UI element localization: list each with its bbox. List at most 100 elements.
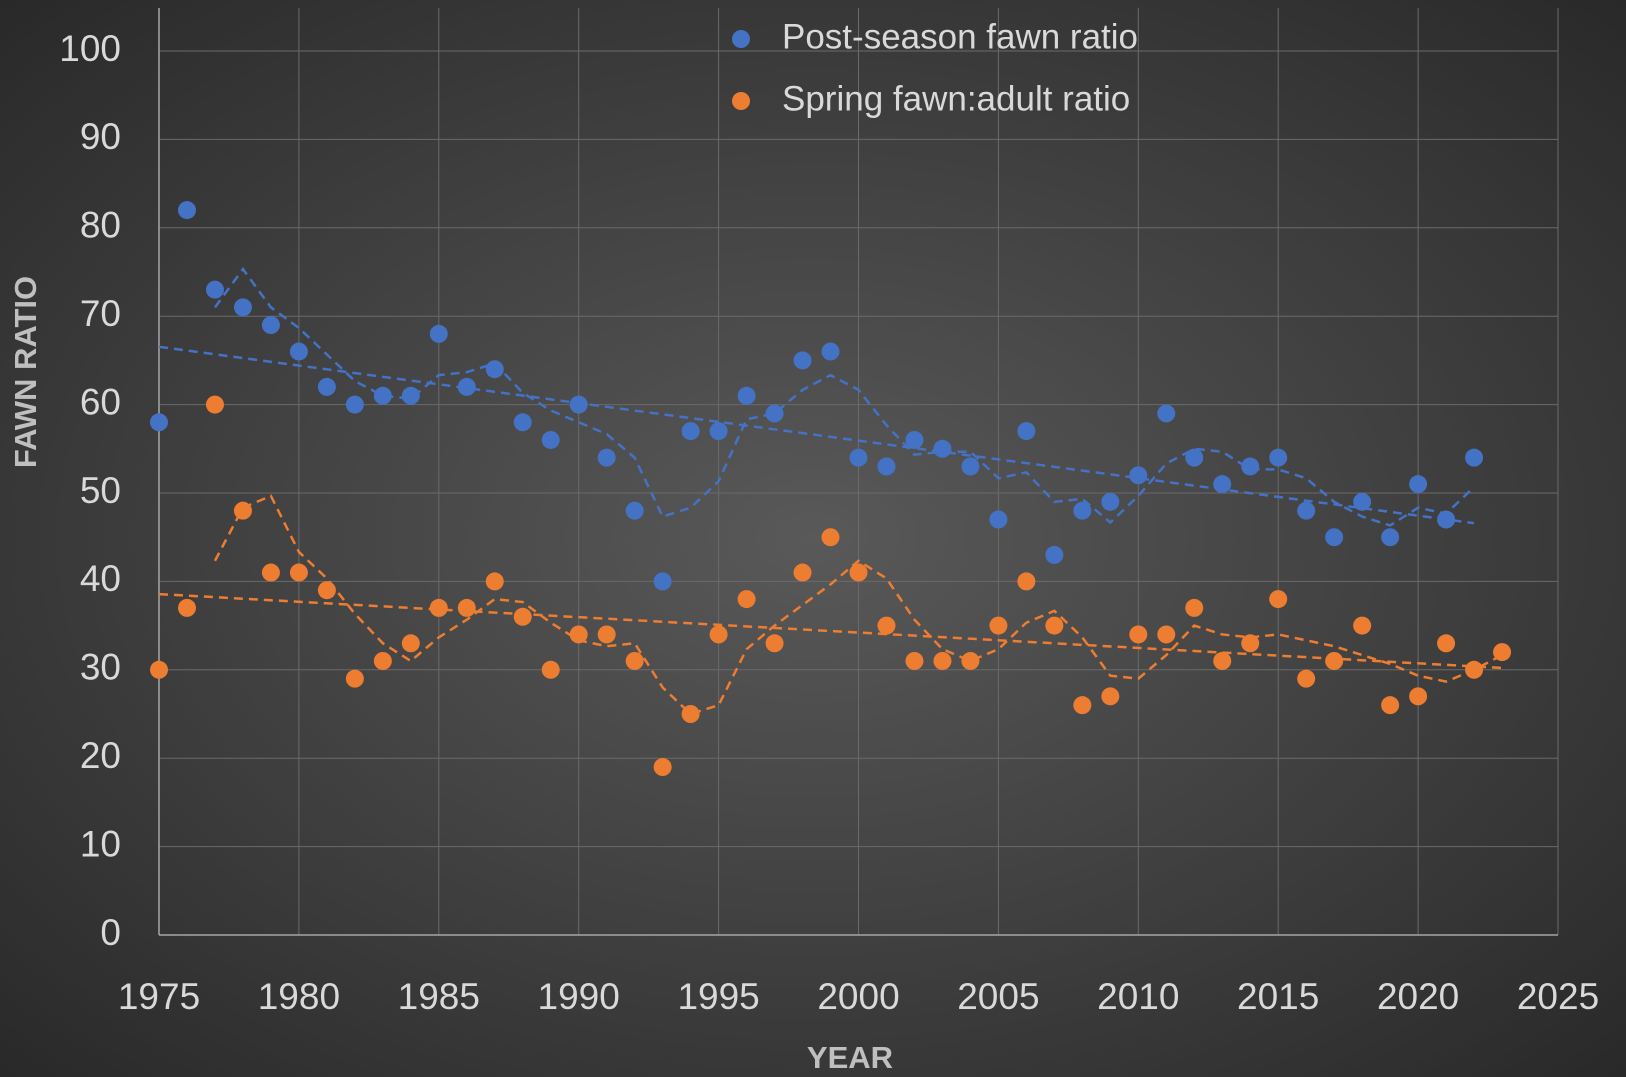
data-point — [1465, 660, 1484, 679]
data-point — [261, 563, 280, 582]
data-point — [457, 377, 476, 396]
data-point — [1101, 492, 1120, 511]
data-point — [513, 607, 532, 626]
y-tick-label: 20 — [80, 735, 121, 776]
y-tick-label: 30 — [80, 647, 121, 688]
data-point — [429, 324, 448, 343]
y-tick-label: 10 — [80, 823, 121, 864]
data-point — [1185, 598, 1204, 617]
x-tick-label: 1975 — [118, 976, 200, 1017]
data-point — [205, 280, 224, 299]
data-point — [989, 510, 1008, 529]
data-point — [1045, 545, 1064, 564]
x-tick-label: 2025 — [1517, 976, 1599, 1017]
data-point — [373, 386, 392, 405]
x-tick-label: 1980 — [258, 976, 340, 1017]
x-tick-label: 2020 — [1377, 976, 1459, 1017]
data-point — [485, 572, 504, 591]
data-point — [905, 651, 924, 670]
data-point — [457, 598, 476, 617]
data-point — [1129, 625, 1148, 644]
data-point — [569, 395, 588, 414]
data-point — [1017, 572, 1036, 591]
data-point — [373, 651, 392, 670]
legend-marker — [732, 92, 750, 110]
y-tick-label: 100 — [59, 28, 121, 69]
data-point — [345, 669, 364, 688]
data-point — [541, 430, 560, 449]
data-point — [150, 413, 168, 432]
data-point — [1157, 625, 1176, 644]
data-point — [1213, 475, 1232, 494]
data-point — [1297, 501, 1316, 520]
y-tick-label: 90 — [80, 116, 121, 157]
data-point — [709, 422, 728, 441]
data-point — [737, 590, 756, 609]
legend-marker — [732, 30, 750, 48]
x-tick-label: 2010 — [1097, 976, 1179, 1017]
data-point — [1157, 404, 1176, 423]
y-axis-title: FAWN RATIO — [8, 276, 43, 468]
data-point — [1297, 669, 1316, 688]
linear-trendline — [158, 345, 1475, 525]
data-point — [1045, 616, 1064, 635]
legend-label: Spring fawn:adult ratio — [782, 79, 1130, 118]
data-point — [1269, 448, 1288, 467]
data-point — [1073, 501, 1092, 520]
data-point — [989, 616, 1008, 635]
x-axis-title: YEAR — [807, 1040, 893, 1075]
legend-label: Post-season fawn ratio — [782, 17, 1138, 56]
data-point — [1213, 651, 1232, 670]
data-point — [933, 439, 952, 458]
x-tick-label: 2015 — [1237, 976, 1319, 1017]
data-point — [1381, 696, 1400, 715]
data-point — [737, 386, 756, 405]
data-point — [317, 581, 336, 600]
data-point — [261, 316, 280, 335]
data-point — [1409, 475, 1428, 494]
data-point — [1353, 616, 1372, 635]
data-point — [1101, 687, 1120, 706]
data-point — [625, 501, 644, 520]
data-point — [961, 651, 980, 670]
data-point — [1437, 510, 1456, 529]
data-point — [625, 651, 644, 670]
data-point — [1493, 643, 1512, 662]
data-point — [1241, 634, 1260, 653]
y-tick-label: 40 — [80, 558, 121, 599]
data-point — [1325, 651, 1344, 670]
data-point — [1073, 696, 1092, 715]
data-point — [513, 413, 532, 432]
data-point — [569, 625, 588, 644]
data-point — [681, 705, 700, 723]
data-point — [150, 660, 168, 679]
data-point — [653, 572, 672, 591]
data-point — [905, 430, 924, 449]
data-point — [821, 528, 840, 547]
data-point — [821, 342, 840, 361]
data-point — [849, 563, 868, 582]
y-tick-label: 50 — [80, 470, 121, 511]
data-point — [1129, 466, 1148, 485]
y-tick-label: 60 — [80, 381, 121, 422]
data-point — [177, 201, 196, 220]
data-point — [1269, 590, 1288, 609]
data-point — [541, 660, 560, 679]
data-point — [289, 563, 308, 582]
data-point — [877, 616, 896, 635]
data-point — [205, 395, 224, 414]
data-point — [1241, 457, 1260, 476]
data-point — [793, 351, 812, 370]
data-point — [1017, 422, 1036, 441]
data-point — [653, 758, 672, 777]
data-point — [233, 501, 252, 520]
moving-average-trendline — [213, 494, 1503, 716]
moving-average-trendline — [213, 266, 1475, 527]
data-point — [961, 457, 980, 476]
data-point — [1409, 687, 1428, 706]
data-point — [681, 422, 700, 441]
data-point — [485, 360, 504, 379]
data-point — [1381, 528, 1400, 547]
